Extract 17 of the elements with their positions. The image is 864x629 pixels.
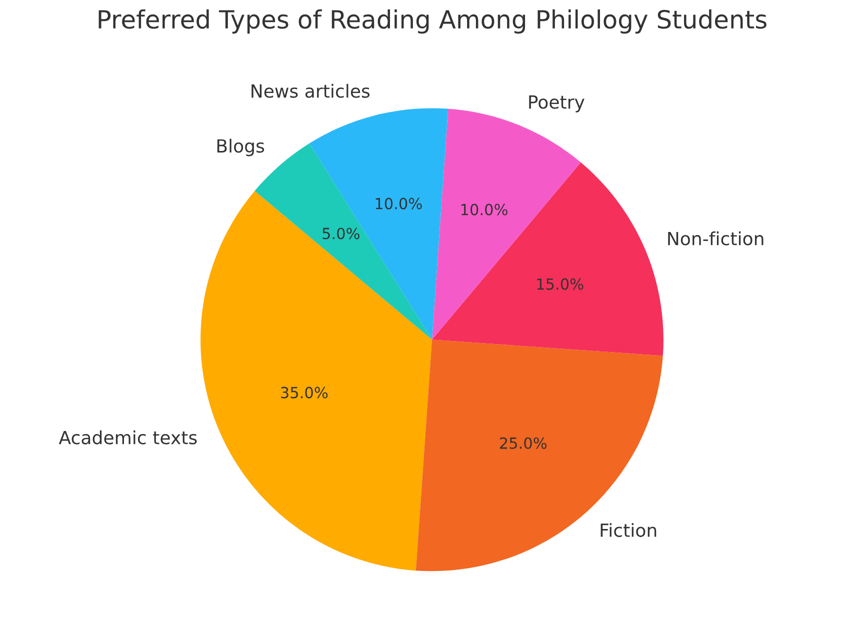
pie-slice [309,108,448,340]
slice-label: Blogs [217,138,264,156]
pie-slice [200,190,432,571]
slice-label: Non-fiction [668,231,764,246]
data-label: 10.0% [376,198,422,210]
slice-label: Academic texts [58,430,197,444]
slice-label: News articles [252,84,370,98]
data-label: 15.0% [537,278,584,290]
chart-title: Preferred Types of Reading Among Philology Students [98,9,766,34]
slice-label: Fiction [600,523,656,538]
data-label: 10.0% [461,204,508,216]
data-label: 35.0% [281,386,328,398]
data-label: 5.0% [322,228,360,240]
data-label: 25.0% [500,437,547,449]
slice-label: Poetry [529,95,584,112]
pie-slice [432,162,664,356]
pie-slice [416,340,663,572]
